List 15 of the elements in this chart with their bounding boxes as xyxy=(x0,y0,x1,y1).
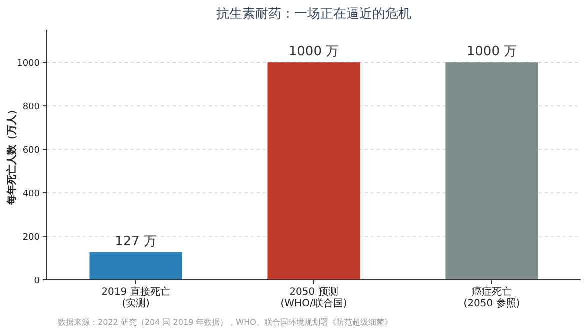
source-note: 数据来源：2022 研究（204 国 2019 年数据），WHO、联合国环境规划署《防范超级细菌》 xyxy=(58,318,392,327)
y-axis-title: 每年死亡人数（万人） xyxy=(6,105,18,206)
data-label: 1000 万 xyxy=(288,44,340,60)
y-tick-label: 800 xyxy=(22,102,40,113)
y-tick-label: 200 xyxy=(22,233,40,244)
data-label: 1000 万 xyxy=(466,44,518,60)
y-tick-label: 600 xyxy=(22,146,40,156)
y-tick-label: 1000 xyxy=(17,59,40,70)
x-tick-label: 癌症死亡 (2050 参照) xyxy=(464,286,520,310)
y-tick-label: 400 xyxy=(22,190,40,200)
x-tick-label: 2019 直接死亡 (实测) xyxy=(102,286,170,310)
chart-title: 抗生素耐药：一场正在逼近的危机 xyxy=(216,7,412,22)
data-label: 127 万 xyxy=(115,234,157,250)
x-tick-label: 2050 预测 (WHO/联合国) xyxy=(280,286,348,310)
y-tick-label: 0 xyxy=(34,276,40,286)
